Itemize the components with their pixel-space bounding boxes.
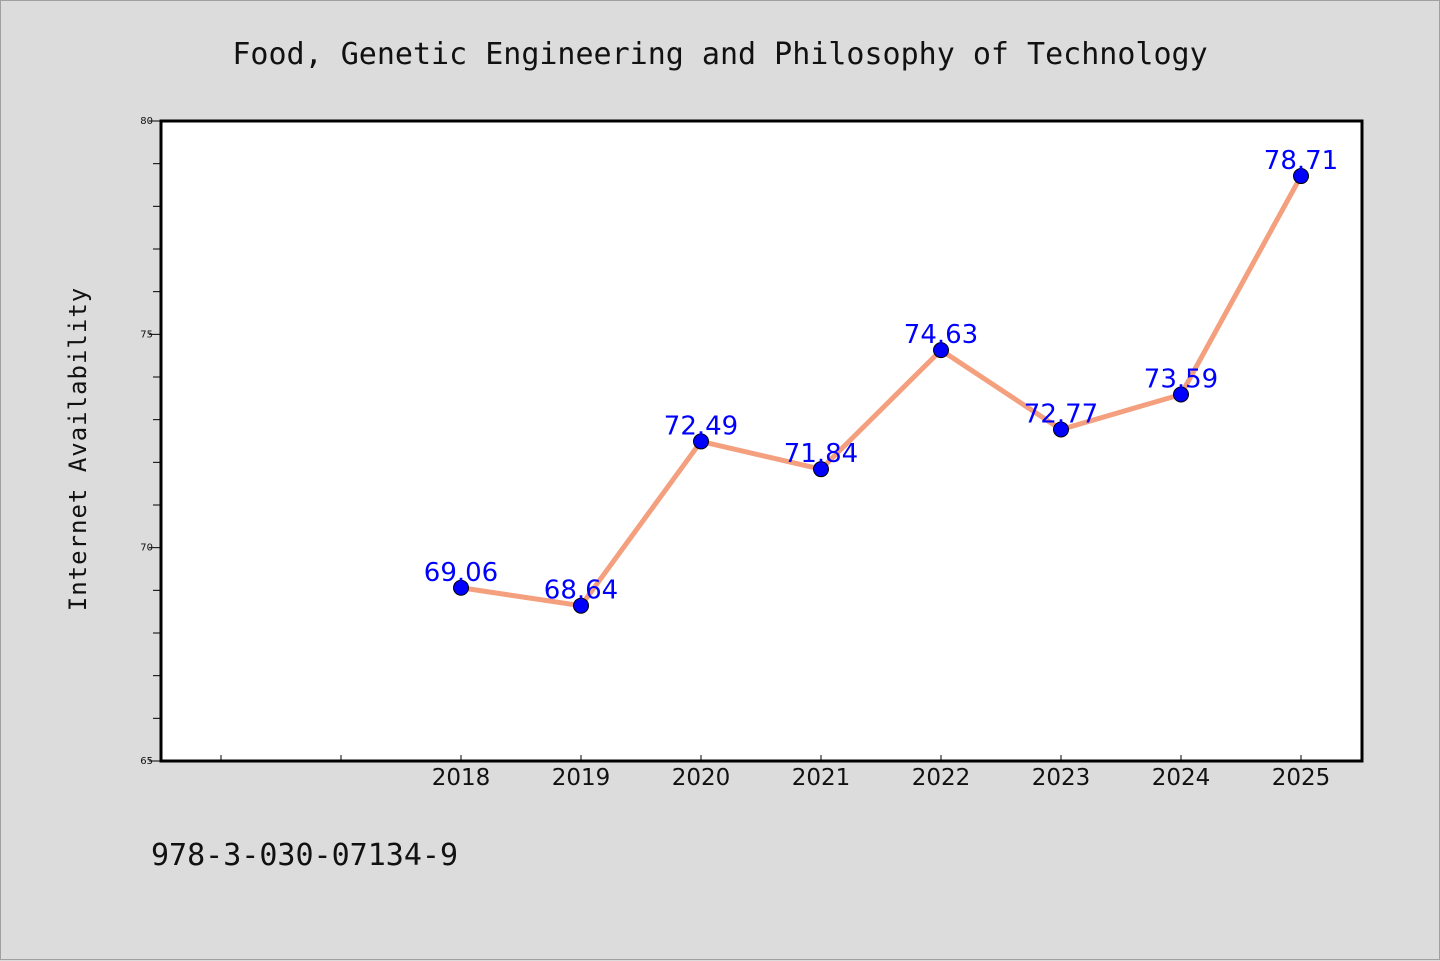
data-point <box>813 461 829 478</box>
ticks-layer: 65 70 75 80 2018 2019 2020 2021 2022 2023 2024 2025 <box>140 116 1330 791</box>
data-label: 71.84 <box>784 439 858 469</box>
data-point <box>1293 168 1309 185</box>
data-label: 73.59 <box>1144 364 1218 394</box>
y-tick-label: 70 <box>140 543 153 554</box>
y-tick-label: 80 <box>140 116 153 127</box>
data-point <box>693 433 709 450</box>
data-point <box>573 597 589 614</box>
series-line <box>458 173 1304 609</box>
x-tick-label: 2020 <box>672 765 731 791</box>
footer-isbn: 978-3-030-07134-9 <box>151 838 458 873</box>
data-label: 69.06 <box>424 558 498 588</box>
y-tick-label: 65 <box>140 756 153 767</box>
data-point <box>453 579 469 596</box>
plot-area <box>159 119 1364 763</box>
data-label: 72.77 <box>1024 399 1098 429</box>
x-tick-label: 2024 <box>1152 765 1211 791</box>
x-tick-label: 2021 <box>792 765 851 791</box>
data-point <box>1173 386 1189 403</box>
y-tick-label: 75 <box>140 329 153 340</box>
data-label: 72.49 <box>664 411 738 441</box>
x-tick-label: 2023 <box>1032 765 1091 791</box>
marker-layer <box>453 168 1309 614</box>
data-point <box>1053 421 1069 438</box>
y-axis-label: Internet Availability <box>64 287 92 611</box>
label-layer: 69.06 68.64 72.49 71.84 74.63 72.77 73.59 78.71 <box>424 146 1338 606</box>
x-tick-label: 2025 <box>1272 765 1331 791</box>
x-tick-label: 2022 <box>912 765 971 791</box>
x-tick-label: 2018 <box>432 765 491 791</box>
line-layer <box>458 173 1304 609</box>
data-label: 74.63 <box>904 320 978 350</box>
data-point <box>933 342 949 359</box>
chart-title: Food, Genetic Engineering and Philosophy… <box>232 37 1207 72</box>
data-label: 68.64 <box>544 576 618 606</box>
data-label: 78.71 <box>1264 146 1338 176</box>
x-tick-label: 2019 <box>552 765 611 791</box>
